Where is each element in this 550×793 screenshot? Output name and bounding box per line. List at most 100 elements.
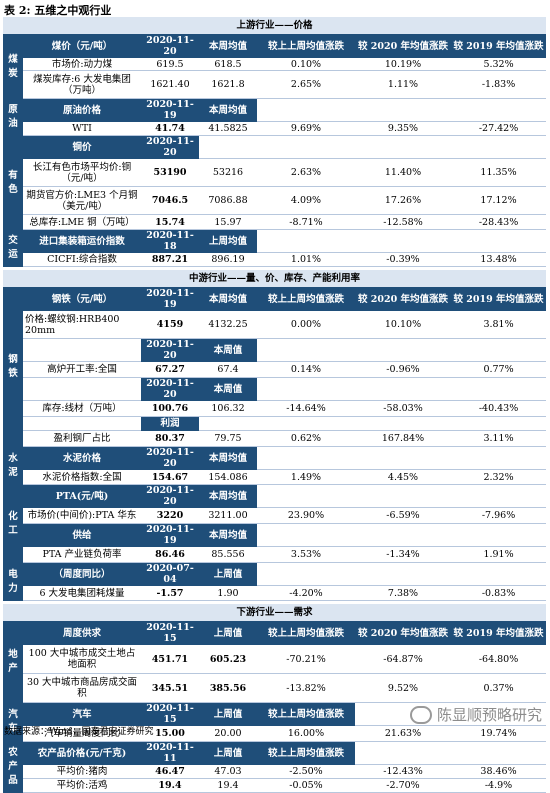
cell: 17.26% [355, 186, 451, 215]
cell: 38.46% [451, 764, 547, 779]
coal-h2: 本周均值 [199, 34, 257, 58]
cell: 0.10% [257, 57, 355, 71]
row-label: PTA 产业链负荷率 [23, 546, 141, 563]
cell: 5.32% [451, 57, 547, 71]
cell: 0.37% [451, 673, 547, 703]
section-midstream: 中游行业——量、价、库存、产能利用率 [3, 270, 547, 288]
metal-date: 2020-11-20 [141, 135, 199, 159]
row-label: 市场价:动力煤 [23, 57, 141, 71]
realestate-h2: 上周值 [199, 621, 257, 645]
cell: 154.086 [199, 469, 257, 485]
cell: 10.10% [355, 310, 451, 339]
cell: 15.74 [141, 214, 199, 230]
cell: 80.37 [141, 430, 199, 447]
cell: -1.57 [141, 585, 199, 601]
cement-header: 水泥价格 [23, 446, 141, 470]
cell: 0.00% [257, 310, 355, 339]
chem-h2: 本周均值 [199, 484, 257, 508]
realestate-h4: 较 2020 年均值涨跌 [355, 621, 451, 645]
cell: -0.05% [257, 778, 355, 793]
section-upstream: 上游行业——价格 [3, 17, 547, 35]
cell: -40.43% [451, 400, 547, 417]
row-label: WTI [23, 121, 141, 136]
row-label: 总库存:LME 铜（万吨） [23, 214, 141, 230]
row-label: 100 大中城市成交土地占地面积 [23, 644, 141, 674]
steel-header: 钢铁（元/吨） [23, 287, 141, 311]
cell: -4.9% [451, 778, 547, 793]
row-label: 高炉开工率:全国 [23, 361, 141, 378]
power-h2: 上周值 [199, 562, 257, 586]
cell: 13.48% [451, 252, 547, 267]
data-source: 数据来源：Wind，国泰君安证券研究 [4, 727, 154, 737]
power-header: （周度同比） [23, 562, 141, 586]
chem-sub-header: 供给 [23, 523, 141, 547]
cell: -12.58% [355, 214, 451, 230]
cell: 11.40% [355, 158, 451, 187]
cell: -70.21% [257, 644, 355, 674]
cell: 100.76 [141, 400, 199, 417]
side-coal: 煤炭 [3, 34, 23, 99]
auto-header: 汽车 [23, 702, 141, 726]
cell: 10.19% [355, 57, 451, 71]
cell: 20.00 [199, 725, 257, 742]
cell: 4.09% [257, 186, 355, 215]
cell: 1.91% [451, 546, 547, 563]
cell: 19.4 [199, 778, 257, 793]
cell: -6.59% [355, 507, 451, 524]
agri-h3: 较上上周均值涨跌 [257, 741, 355, 765]
cell: 1.49% [257, 469, 355, 485]
side-cement: 水泥 [3, 446, 23, 485]
cell: 11.35% [451, 158, 547, 187]
cell: 1621.40 [141, 70, 199, 99]
cement-date: 2020-11-20 [141, 446, 199, 470]
oil-h2: 本周均值 [199, 98, 257, 122]
cell: 53190 [141, 158, 199, 187]
cell: 2.65% [257, 70, 355, 99]
side-agri: 农产品 [3, 741, 23, 793]
cell: 1.90 [199, 585, 257, 601]
cell: -64.87% [355, 644, 451, 674]
row-label: 6 大发电集团耗煤量 [23, 585, 141, 601]
steel-h4: 较 2020 年均值涨跌 [355, 287, 451, 311]
side-metal: 有色 [3, 135, 23, 230]
cell: 21.63% [355, 725, 451, 742]
chem-header: PTA(元/吨) [23, 484, 141, 508]
steel-h2: 本周均值 [199, 287, 257, 311]
steel-sub-label: 本周值 [199, 377, 257, 401]
side-auto: 汽车 [3, 702, 23, 742]
cell: -4.20% [257, 585, 355, 601]
cell: -0.39% [355, 252, 451, 267]
row-label: CICFI:综合指数 [23, 252, 141, 267]
cell: -1.83% [451, 70, 547, 99]
cell: -13.82% [257, 673, 355, 703]
cell: 67.27 [141, 361, 199, 378]
cell: 7.38% [355, 585, 451, 601]
cell: -1.34% [355, 546, 451, 563]
wechat-icon [409, 705, 432, 724]
cell: -58.03% [355, 400, 451, 417]
cell: 23.90% [257, 507, 355, 524]
side-oil: 原油 [3, 98, 23, 136]
cell: 345.51 [141, 673, 199, 703]
cell: 86.46 [141, 546, 199, 563]
cell: 618.5 [199, 57, 257, 71]
cell: 3220 [141, 507, 199, 524]
row-label: 期货官方价:LME3 个月铜（美元/吨） [23, 186, 141, 215]
cell: -0.96% [355, 361, 451, 378]
cell: 7086.88 [199, 186, 257, 215]
cell: 7046.5 [141, 186, 199, 215]
steel-h3: 较上上周均值涨跌 [257, 287, 355, 311]
cell: 2.63% [257, 158, 355, 187]
oil-header: 原油价格 [23, 98, 141, 122]
cell: 4.45% [355, 469, 451, 485]
agri-date: 2020-11-11 [141, 741, 199, 765]
realestate-header: 周度供求 [23, 621, 141, 645]
steel-sub-date: 2020-11-20 [141, 338, 199, 362]
steel-sub-label: 本周值 [199, 338, 257, 362]
cell: 451.71 [141, 644, 199, 674]
cell: 154.67 [141, 469, 199, 485]
cell: 17.12% [451, 186, 547, 215]
cell: -2.50% [257, 764, 355, 779]
row-label: 盈利钢厂占比 [23, 430, 141, 447]
chem-date: 2020-11-20 [141, 484, 199, 508]
